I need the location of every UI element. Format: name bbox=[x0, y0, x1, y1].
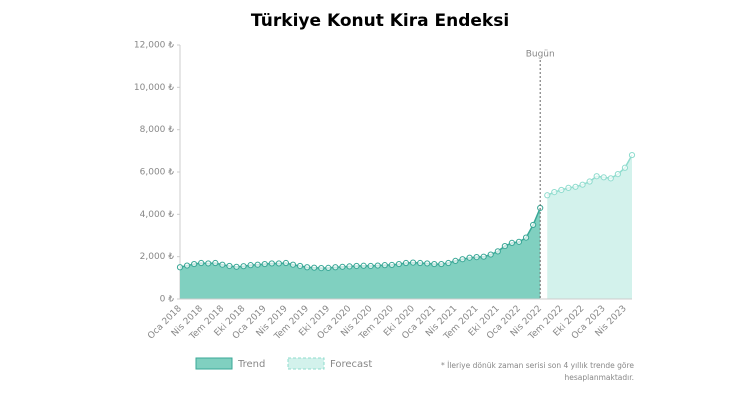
point bbox=[417, 259, 424, 267]
point bbox=[289, 261, 297, 268]
point bbox=[339, 263, 346, 270]
point bbox=[254, 261, 261, 268]
point bbox=[332, 264, 339, 271]
point bbox=[353, 262, 360, 270]
point bbox=[621, 164, 629, 171]
point bbox=[367, 262, 374, 270]
y-tick-label: 2,000 ₺ bbox=[140, 252, 175, 262]
point bbox=[515, 238, 523, 245]
footnote: * İleriye dönük zaman serisi son 4 yıllı… bbox=[441, 361, 634, 370]
point bbox=[360, 262, 367, 269]
point bbox=[445, 259, 452, 267]
today-label: Bugün bbox=[526, 50, 555, 60]
point bbox=[388, 261, 395, 269]
point bbox=[395, 260, 403, 268]
legend-swatch bbox=[287, 357, 325, 370]
point bbox=[261, 260, 268, 268]
point bbox=[176, 264, 184, 271]
point bbox=[346, 263, 353, 270]
point bbox=[530, 221, 537, 229]
area bbox=[180, 207, 541, 299]
footnote: hesaplanmaktadır. bbox=[565, 373, 634, 382]
point bbox=[311, 264, 318, 271]
point bbox=[452, 257, 459, 264]
point bbox=[247, 262, 254, 269]
point bbox=[233, 263, 240, 270]
legend-label: Trend bbox=[237, 359, 265, 370]
point bbox=[494, 248, 501, 255]
point bbox=[473, 253, 480, 261]
point bbox=[304, 264, 311, 271]
point bbox=[282, 259, 290, 267]
area bbox=[547, 155, 632, 299]
point bbox=[409, 259, 417, 266]
point bbox=[593, 173, 600, 180]
legend-label: Forecast bbox=[330, 359, 372, 370]
point bbox=[325, 264, 332, 271]
point bbox=[219, 261, 226, 268]
y-tick-label: 6,000 ₺ bbox=[140, 168, 175, 178]
point bbox=[614, 171, 621, 178]
point bbox=[487, 251, 494, 258]
point bbox=[183, 262, 191, 269]
chart-title: Türkiye Konut Kira Endeksi bbox=[251, 11, 509, 31]
point bbox=[558, 186, 565, 194]
point bbox=[628, 151, 636, 159]
point bbox=[579, 181, 586, 188]
point bbox=[268, 260, 275, 267]
point bbox=[565, 184, 572, 191]
point bbox=[226, 262, 233, 270]
point bbox=[275, 260, 282, 267]
point bbox=[205, 260, 212, 267]
y-tick-label: 10,000 ₺ bbox=[134, 83, 174, 93]
point bbox=[544, 192, 551, 199]
point bbox=[296, 262, 304, 270]
point bbox=[318, 264, 325, 272]
y-tick-label: 8,000 ₺ bbox=[140, 125, 175, 135]
y-tick-label: 4,000 ₺ bbox=[140, 210, 175, 220]
y-tick-label: 0 ₺ bbox=[160, 295, 175, 305]
y-tick-label: 12,000 ₺ bbox=[134, 41, 174, 51]
legend-swatch bbox=[195, 357, 233, 370]
point bbox=[212, 259, 219, 267]
point bbox=[586, 178, 593, 185]
point bbox=[431, 260, 438, 268]
point bbox=[438, 260, 445, 268]
point bbox=[381, 262, 388, 269]
point bbox=[501, 242, 508, 250]
point bbox=[522, 234, 530, 241]
line bbox=[179, 207, 541, 269]
point bbox=[240, 263, 247, 270]
point bbox=[459, 256, 466, 263]
point bbox=[480, 253, 487, 260]
point bbox=[508, 239, 516, 247]
point bbox=[191, 260, 198, 268]
point bbox=[572, 183, 579, 190]
point bbox=[402, 259, 410, 267]
point bbox=[607, 175, 614, 182]
point bbox=[551, 189, 558, 196]
point bbox=[198, 259, 205, 267]
point bbox=[374, 262, 381, 269]
point bbox=[600, 174, 607, 181]
point bbox=[424, 260, 431, 267]
point bbox=[466, 254, 473, 261]
